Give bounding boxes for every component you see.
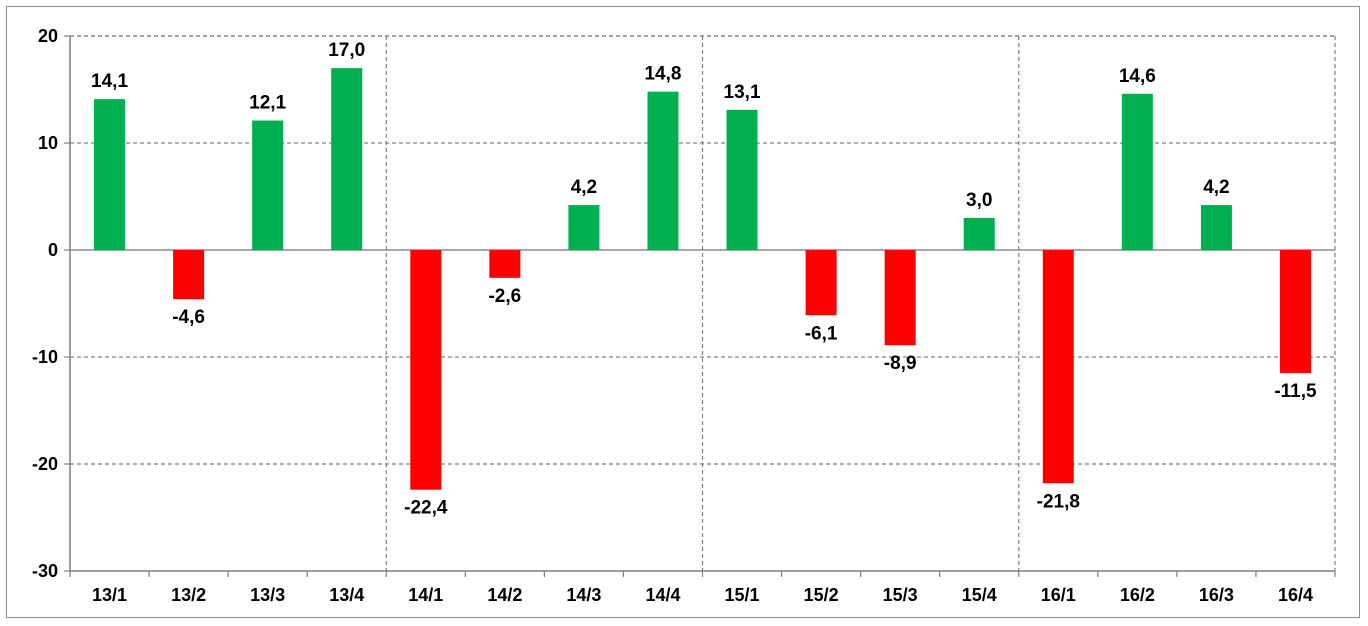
bar-15-4 (963, 217, 995, 250)
data-label: 4,2 (571, 177, 597, 198)
bar-13-1 (94, 99, 126, 250)
data-label: 3,0 (966, 190, 992, 211)
data-label: 17,0 (328, 40, 365, 61)
x-tick-label: 15/1 (725, 585, 760, 605)
bar-13-4 (331, 68, 363, 250)
bar-15-2 (805, 250, 837, 316)
data-label: -21,8 (1037, 491, 1080, 512)
data-label: 14,6 (1119, 66, 1156, 87)
bar-14-2 (489, 250, 521, 278)
x-tick-label: 16/2 (1120, 585, 1155, 605)
data-label: -6,1 (805, 323, 838, 344)
bar-15-3 (884, 250, 916, 346)
x-tick-label: 16/4 (1278, 585, 1313, 605)
data-label: -22,4 (404, 498, 448, 519)
bar-13-3 (252, 120, 284, 250)
data-label: -8,9 (884, 353, 917, 374)
x-tick-label: 16/3 (1199, 585, 1234, 605)
y-tick-label: 0 (48, 240, 58, 260)
x-tick-label: 15/2 (804, 585, 839, 605)
x-tick-label: 14/2 (487, 585, 522, 605)
bar-16-2 (1121, 93, 1153, 250)
data-label: 12,1 (249, 93, 286, 114)
y-tick-label: -30 (32, 561, 58, 581)
y-tick-label: -10 (32, 347, 58, 367)
data-label: -4,6 (172, 307, 205, 328)
data-label: 14,1 (91, 71, 128, 92)
x-tick-label: 13/1 (92, 585, 127, 605)
x-tick-label: 15/4 (962, 585, 997, 605)
bar-14-3 (568, 205, 600, 250)
data-label: -2,6 (488, 286, 521, 307)
bar-13-2 (173, 250, 205, 300)
bar-16-1 (1042, 250, 1074, 484)
x-tick-label: 14/3 (566, 585, 601, 605)
y-tick-label: 20 (38, 26, 58, 46)
x-tick-label: 14/1 (408, 585, 443, 605)
x-tick-label: 16/1 (1041, 585, 1076, 605)
x-tick-label: 15/3 (883, 585, 918, 605)
data-label: 4,2 (1203, 177, 1229, 198)
bar-15-1 (726, 109, 758, 250)
data-label: 14,8 (644, 64, 681, 85)
bar-14-4 (647, 91, 679, 250)
y-tick-label: 10 (38, 133, 58, 153)
bar-16-4 (1279, 250, 1311, 374)
data-label: 13,1 (724, 82, 761, 103)
bar-16-3 (1200, 205, 1232, 250)
data-label: -11,5 (1274, 381, 1317, 402)
x-tick-label: 14/4 (645, 585, 680, 605)
bar-14-1 (410, 250, 442, 490)
x-tick-label: 13/3 (250, 585, 285, 605)
y-tick-label: -20 (32, 454, 58, 474)
x-tick-label: 13/4 (329, 585, 364, 605)
x-tick-label: 13/2 (171, 585, 206, 605)
